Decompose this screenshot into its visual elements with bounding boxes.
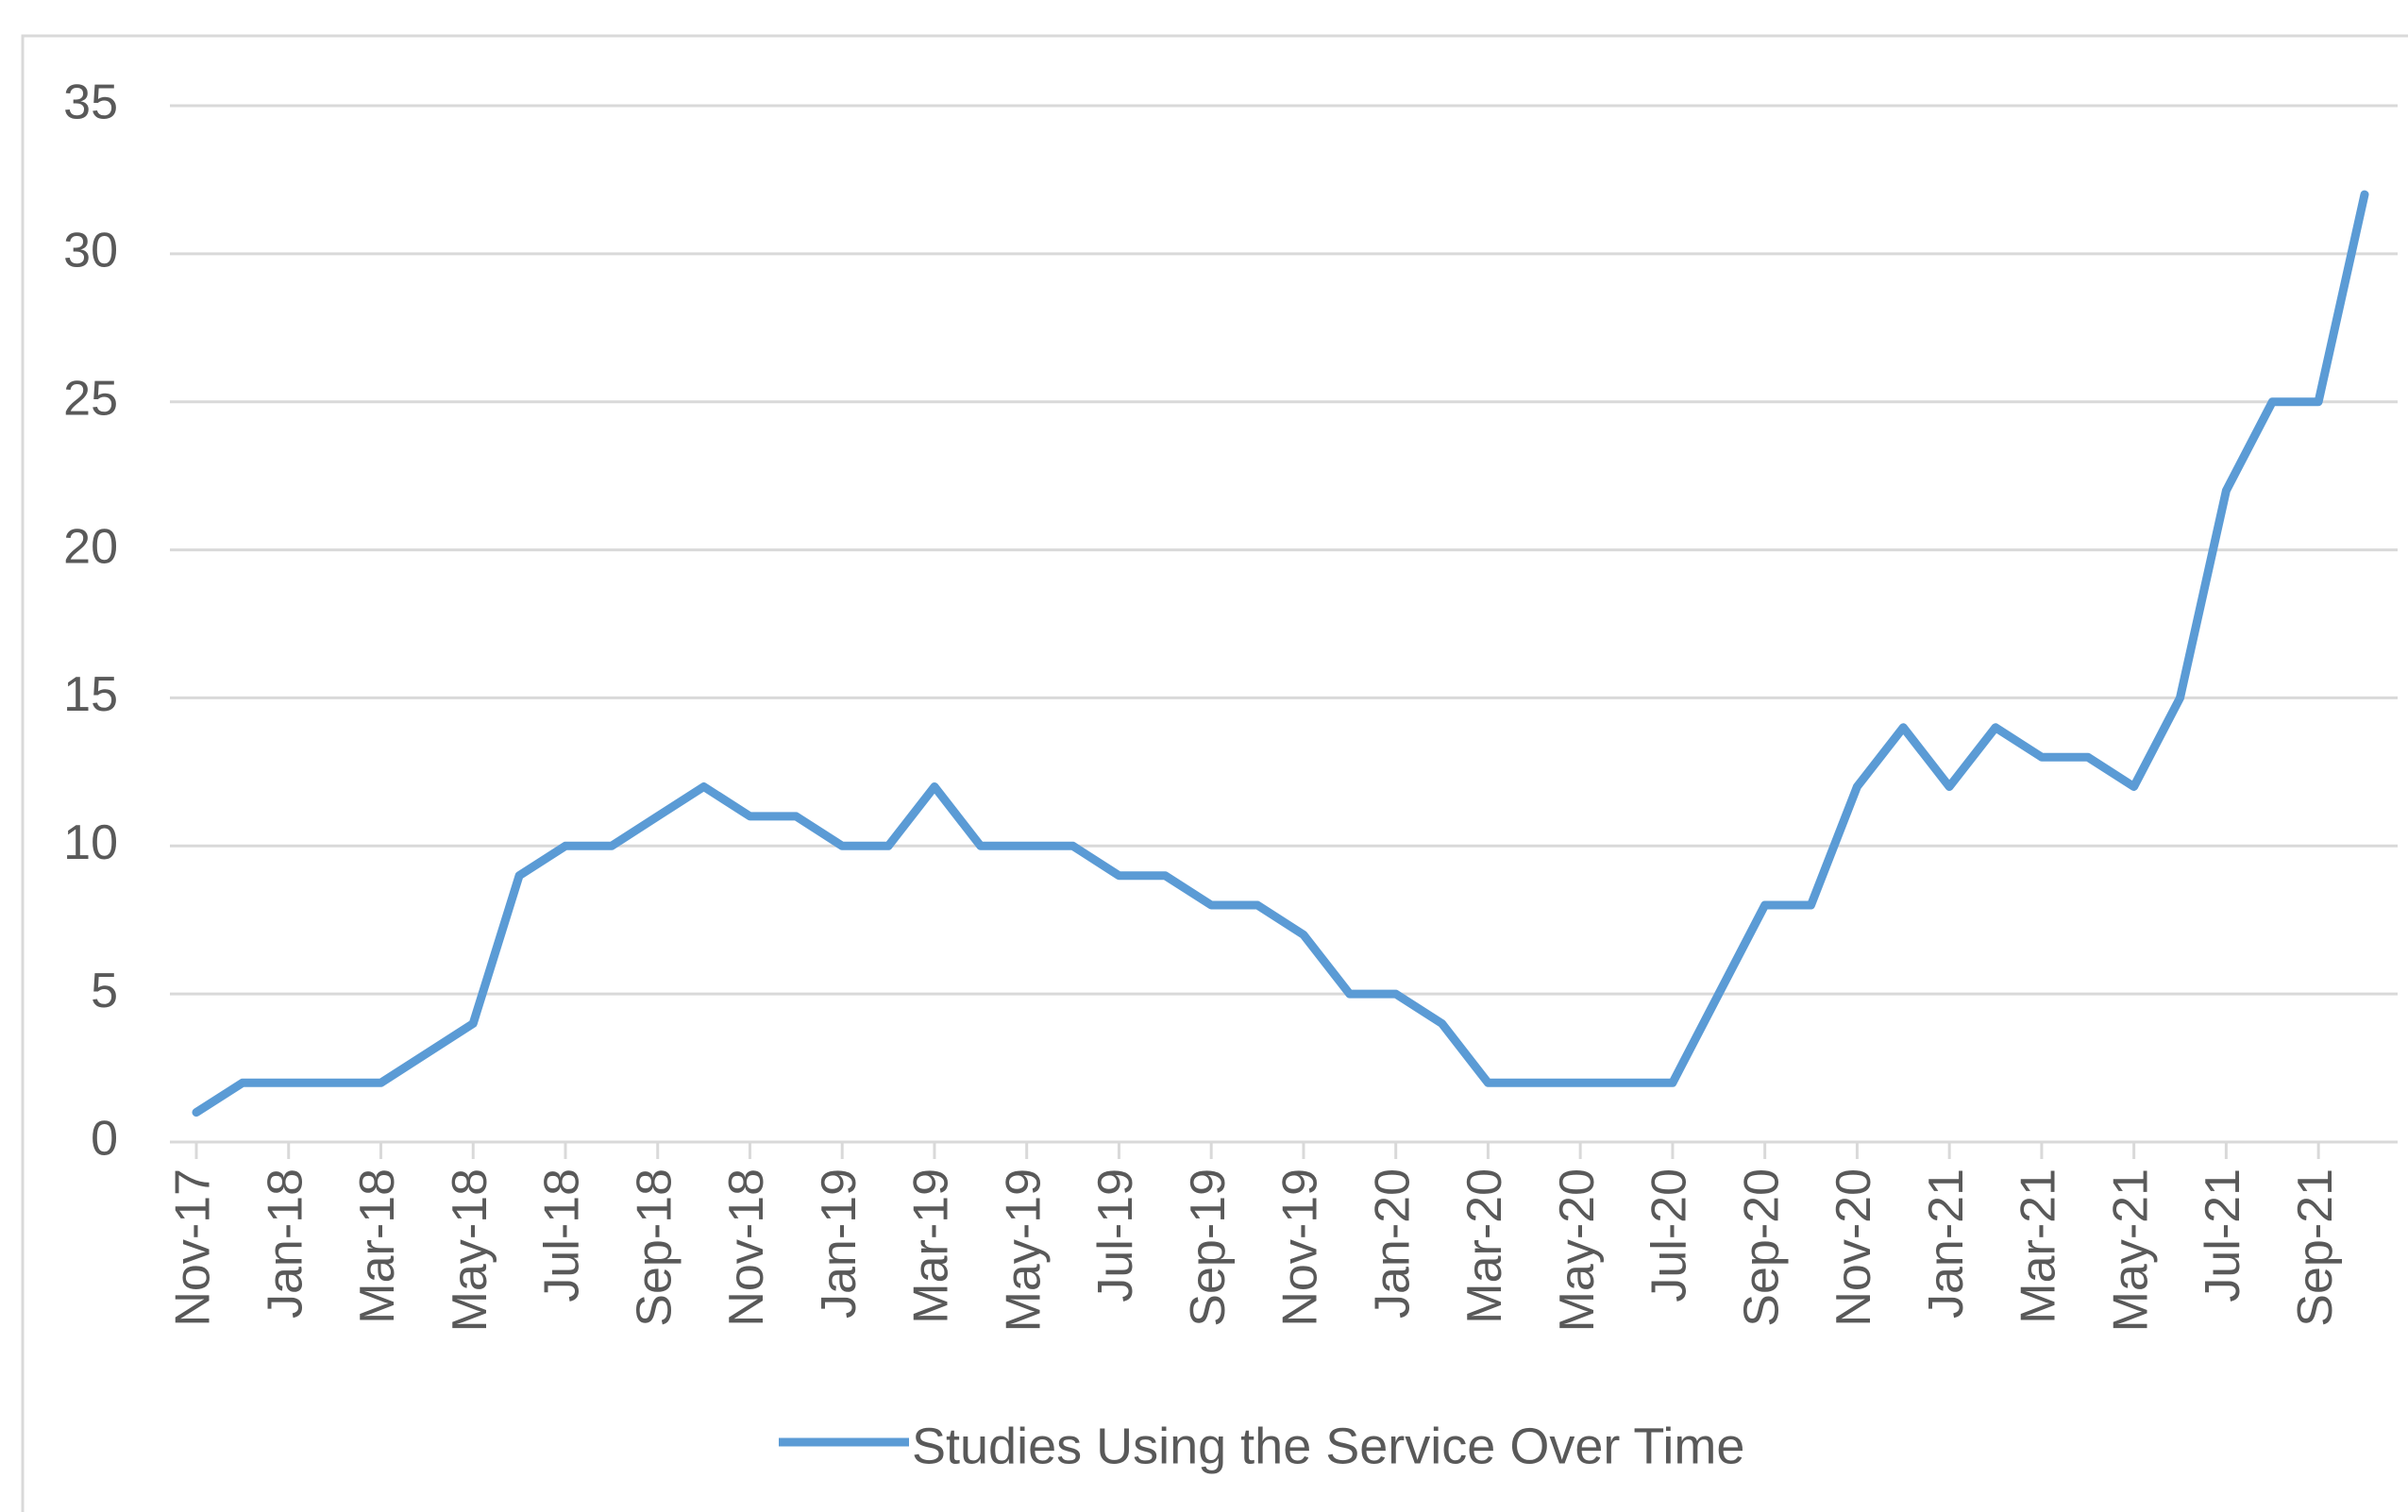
series-line-0 — [192, 190, 2369, 1117]
data-point — [1439, 1020, 1446, 1028]
y-tick-label: 35 — [63, 76, 118, 130]
data-point — [1115, 872, 1122, 880]
data-point — [1623, 1079, 1630, 1086]
y-tick-label: 20 — [63, 519, 118, 574]
x-tick-label: Sep-19 — [1181, 1168, 1236, 1327]
data-point — [239, 1079, 246, 1086]
x-tick-label: Jul-21 — [2196, 1168, 2250, 1302]
gridlines — [170, 104, 2398, 1144]
y-tick-label: 30 — [63, 224, 118, 278]
x-tick-label: Nov-18 — [719, 1168, 774, 1327]
data-point — [562, 842, 569, 849]
data-point — [1853, 783, 1861, 791]
data-point — [1069, 842, 1077, 849]
data-point — [377, 1079, 384, 1086]
x-tick-label: Nov-17 — [166, 1168, 221, 1327]
y-tick-label: 25 — [63, 371, 118, 426]
x-tick-label: Jul-18 — [535, 1168, 590, 1302]
x-tick-label: Mar-21 — [2012, 1168, 2066, 1324]
x-tick-label: Jan-21 — [1919, 1168, 1974, 1319]
data-point — [423, 1050, 430, 1057]
data-point — [1254, 901, 1261, 909]
x-tick-label: May-21 — [2103, 1168, 2158, 1332]
data-point — [1392, 990, 1400, 998]
data-point — [654, 813, 662, 820]
x-tick-label: Nov-20 — [1827, 1168, 1881, 1327]
data-point — [1992, 724, 1999, 731]
data-point — [1023, 842, 1031, 849]
x-tick-label: Sep-21 — [2288, 1168, 2343, 1327]
y-tick-label: 10 — [63, 815, 118, 870]
x-axis: Nov-17 Jan-18 Mar-18 May-18 Jul-18 Sep-18 Nov-… — [166, 1142, 2343, 1332]
x-tick-label: Jan-18 — [258, 1168, 312, 1319]
y-axis: 0 5 10 15 20 25 30 35 — [63, 76, 118, 1167]
data-point — [1715, 990, 1723, 998]
data-point — [515, 872, 523, 880]
data-point — [1346, 990, 1354, 998]
data-point — [1761, 901, 1769, 909]
chart-area-border — [21, 34, 2408, 1512]
data-point — [700, 783, 708, 791]
data-point — [1945, 783, 1953, 791]
legend: Studies Using the Service Over Time — [779, 1418, 1744, 1474]
x-tick-label: May-20 — [1550, 1168, 1605, 1332]
x-tick-label: Mar-18 — [350, 1168, 405, 1324]
data-point — [1899, 724, 1907, 731]
x-tick-label: Sep-20 — [1734, 1168, 1789, 1327]
y-tick-label: 5 — [91, 964, 118, 1018]
x-tick-label: Nov-19 — [1273, 1168, 1328, 1327]
data-point — [792, 813, 800, 820]
data-point — [2084, 753, 2092, 761]
data-point — [1300, 931, 1307, 938]
x-tick-label: Jul-19 — [1088, 1168, 1143, 1302]
data-point — [608, 842, 615, 849]
data-point — [931, 783, 938, 791]
x-tick-label: Mar-20 — [1457, 1168, 1512, 1324]
data-point — [884, 842, 892, 849]
x-tick-label: Sep-18 — [627, 1168, 682, 1327]
x-tick-label: Jan-19 — [812, 1168, 867, 1319]
data-point — [1808, 901, 1815, 909]
data-point — [2177, 694, 2184, 701]
data-point — [2130, 783, 2138, 791]
x-tick-label: Jul-20 — [1642, 1168, 1697, 1302]
x-tick-label: May-18 — [443, 1168, 497, 1332]
x-tick-label: May-19 — [996, 1168, 1051, 1332]
data-point — [1576, 1079, 1584, 1086]
y-tick-label: 0 — [91, 1112, 118, 1167]
data-point — [1161, 872, 1169, 880]
legend-label: Studies Using the Service Over Time — [912, 1418, 1744, 1474]
data-point — [2268, 398, 2276, 406]
data-point — [2315, 398, 2322, 406]
data-point — [285, 1079, 293, 1086]
data-point — [1484, 1079, 1491, 1086]
data-point — [1207, 901, 1215, 909]
series-layer — [192, 190, 2369, 1117]
data-point — [977, 842, 985, 849]
data-point — [2222, 487, 2230, 495]
data-point — [2038, 753, 2046, 761]
data-point — [193, 1109, 200, 1117]
data-point — [746, 813, 753, 820]
data-point — [838, 842, 846, 849]
data-point — [469, 1020, 477, 1028]
data-point — [1530, 1079, 1538, 1086]
data-point — [2361, 191, 2368, 198]
x-tick-label: Mar-19 — [904, 1168, 959, 1324]
x-tick-label: Jan-20 — [1365, 1168, 1420, 1319]
data-point — [331, 1079, 339, 1086]
data-point — [1669, 1079, 1676, 1086]
y-tick-label: 15 — [63, 667, 118, 722]
